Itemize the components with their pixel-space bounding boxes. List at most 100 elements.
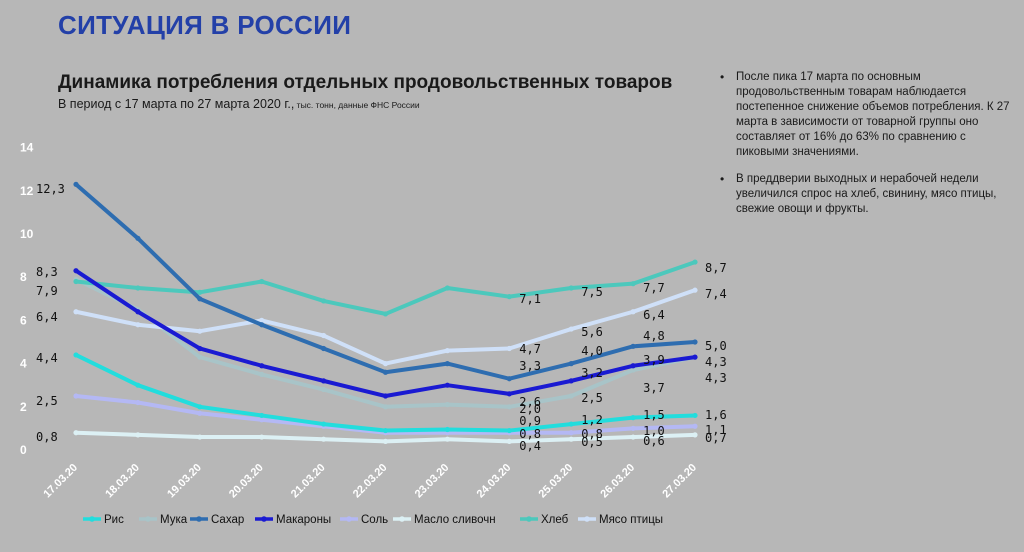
- series-point: [197, 289, 203, 295]
- series-point: [73, 352, 79, 358]
- y-tick-label: 12: [20, 184, 34, 198]
- data-label: 2,5: [581, 391, 603, 405]
- data-label: 0,7: [705, 431, 727, 445]
- series-point: [321, 421, 327, 427]
- y-tick-label: 6: [20, 313, 27, 327]
- x-tick-label: 18.03.20: [103, 462, 142, 501]
- series-point: [630, 281, 636, 287]
- x-tick-label: 25.03.20: [537, 462, 576, 501]
- series-point: [692, 339, 698, 345]
- data-label: 4,3: [705, 371, 727, 385]
- series-point: [73, 268, 79, 274]
- data-label: 6,4: [643, 308, 665, 322]
- data-label: 3,2: [581, 366, 603, 380]
- note-item: После пика 17 марта по основным продовол…: [714, 70, 1014, 160]
- series-point: [259, 278, 265, 285]
- series-point: [630, 434, 636, 440]
- data-label: 0,5: [581, 435, 603, 449]
- series-point: [382, 311, 389, 317]
- series-point: [197, 328, 203, 334]
- series-point: [321, 332, 327, 339]
- series-point: [382, 361, 389, 367]
- series-point: [259, 434, 265, 440]
- legend-marker: [145, 516, 151, 522]
- data-label: 4,4: [36, 351, 58, 365]
- series-point: [135, 399, 141, 406]
- series-point: [73, 181, 79, 187]
- y-tick-label: 14: [20, 141, 34, 155]
- data-label: 2,0: [519, 402, 541, 416]
- series-point: [568, 326, 574, 332]
- series-point: [73, 430, 79, 436]
- series-point: [630, 309, 636, 315]
- series-point: [630, 363, 636, 369]
- series-point: [568, 393, 574, 399]
- series-point: [692, 423, 698, 429]
- series-point: [506, 404, 512, 410]
- series-point: [382, 369, 389, 375]
- x-tick-label: 26.03.20: [598, 462, 637, 501]
- data-label: 7,5: [581, 285, 603, 299]
- legend-marker: [196, 516, 202, 522]
- legend-marker: [526, 516, 532, 522]
- series-point: [321, 345, 327, 352]
- series-point: [197, 354, 203, 360]
- data-label: 7,7: [643, 281, 665, 295]
- series-point: [506, 345, 512, 352]
- data-label: 8,3: [36, 265, 58, 279]
- series-point: [259, 371, 265, 377]
- legend-label: Сахар: [211, 514, 244, 526]
- data-label: 0,8: [581, 427, 603, 441]
- data-label: 1,0: [643, 424, 665, 438]
- data-label: 8,7: [705, 261, 727, 275]
- series-point: [630, 367, 636, 373]
- data-label: 1,6: [705, 408, 727, 422]
- x-tick-label: 19.03.20: [165, 462, 204, 501]
- series-point: [692, 259, 698, 265]
- series-point: [568, 421, 574, 427]
- data-label: 2,6: [519, 395, 541, 409]
- legend-marker: [346, 516, 352, 522]
- data-label: 1,2: [581, 413, 603, 427]
- series-point: [259, 317, 265, 323]
- x-tick-label: 24.03.20: [475, 462, 514, 501]
- series-point: [382, 427, 389, 434]
- y-axis: 0 2 4 6 8 10 12 14: [20, 141, 34, 457]
- data-label: 7,4: [705, 287, 727, 301]
- series-point: [259, 417, 265, 423]
- x-tick-label: 27.03.20: [660, 462, 699, 501]
- legend-marker: [584, 516, 590, 522]
- data-label: 6,4: [36, 310, 58, 324]
- data-label: 12,3: [36, 182, 65, 196]
- data-label: 7,9: [36, 284, 58, 298]
- chart-subtitle: В период с 17 марта по 27 марта 2020 г.,…: [58, 97, 420, 111]
- data-label: 0,8: [36, 430, 58, 444]
- series-point: [444, 402, 450, 408]
- data-label: 4,8: [643, 329, 665, 343]
- data-label: 1,5: [643, 408, 665, 422]
- legend: Рис Мука Сахар Макароны Соль Масло сливочн Хле…: [83, 514, 663, 526]
- series-point: [197, 434, 203, 440]
- series-point: [135, 322, 141, 328]
- data-label: 4,7: [519, 342, 541, 356]
- data-label: 0,4: [519, 439, 541, 453]
- series-point: [73, 393, 79, 399]
- x-tick-label: 17.03.20: [41, 462, 80, 501]
- series-point: [259, 363, 265, 369]
- series-point: [506, 294, 512, 300]
- series-point: [73, 309, 79, 315]
- series-point: [568, 436, 574, 442]
- legend-label: Соль: [361, 514, 388, 526]
- series-point: [692, 354, 698, 360]
- series-point: [321, 298, 327, 304]
- data-label: 7,1: [519, 292, 541, 306]
- data-label: 2,5: [36, 394, 58, 408]
- data-label: 3,3: [519, 359, 541, 373]
- data-label: 3,7: [643, 381, 665, 395]
- series-point: [692, 287, 698, 293]
- series-point: [382, 393, 389, 399]
- y-tick-label: 0: [20, 443, 27, 457]
- series-point: [259, 412, 265, 419]
- note-item: В преддверии выходных и нерабочей недели…: [714, 172, 1014, 217]
- series-point: [568, 361, 574, 367]
